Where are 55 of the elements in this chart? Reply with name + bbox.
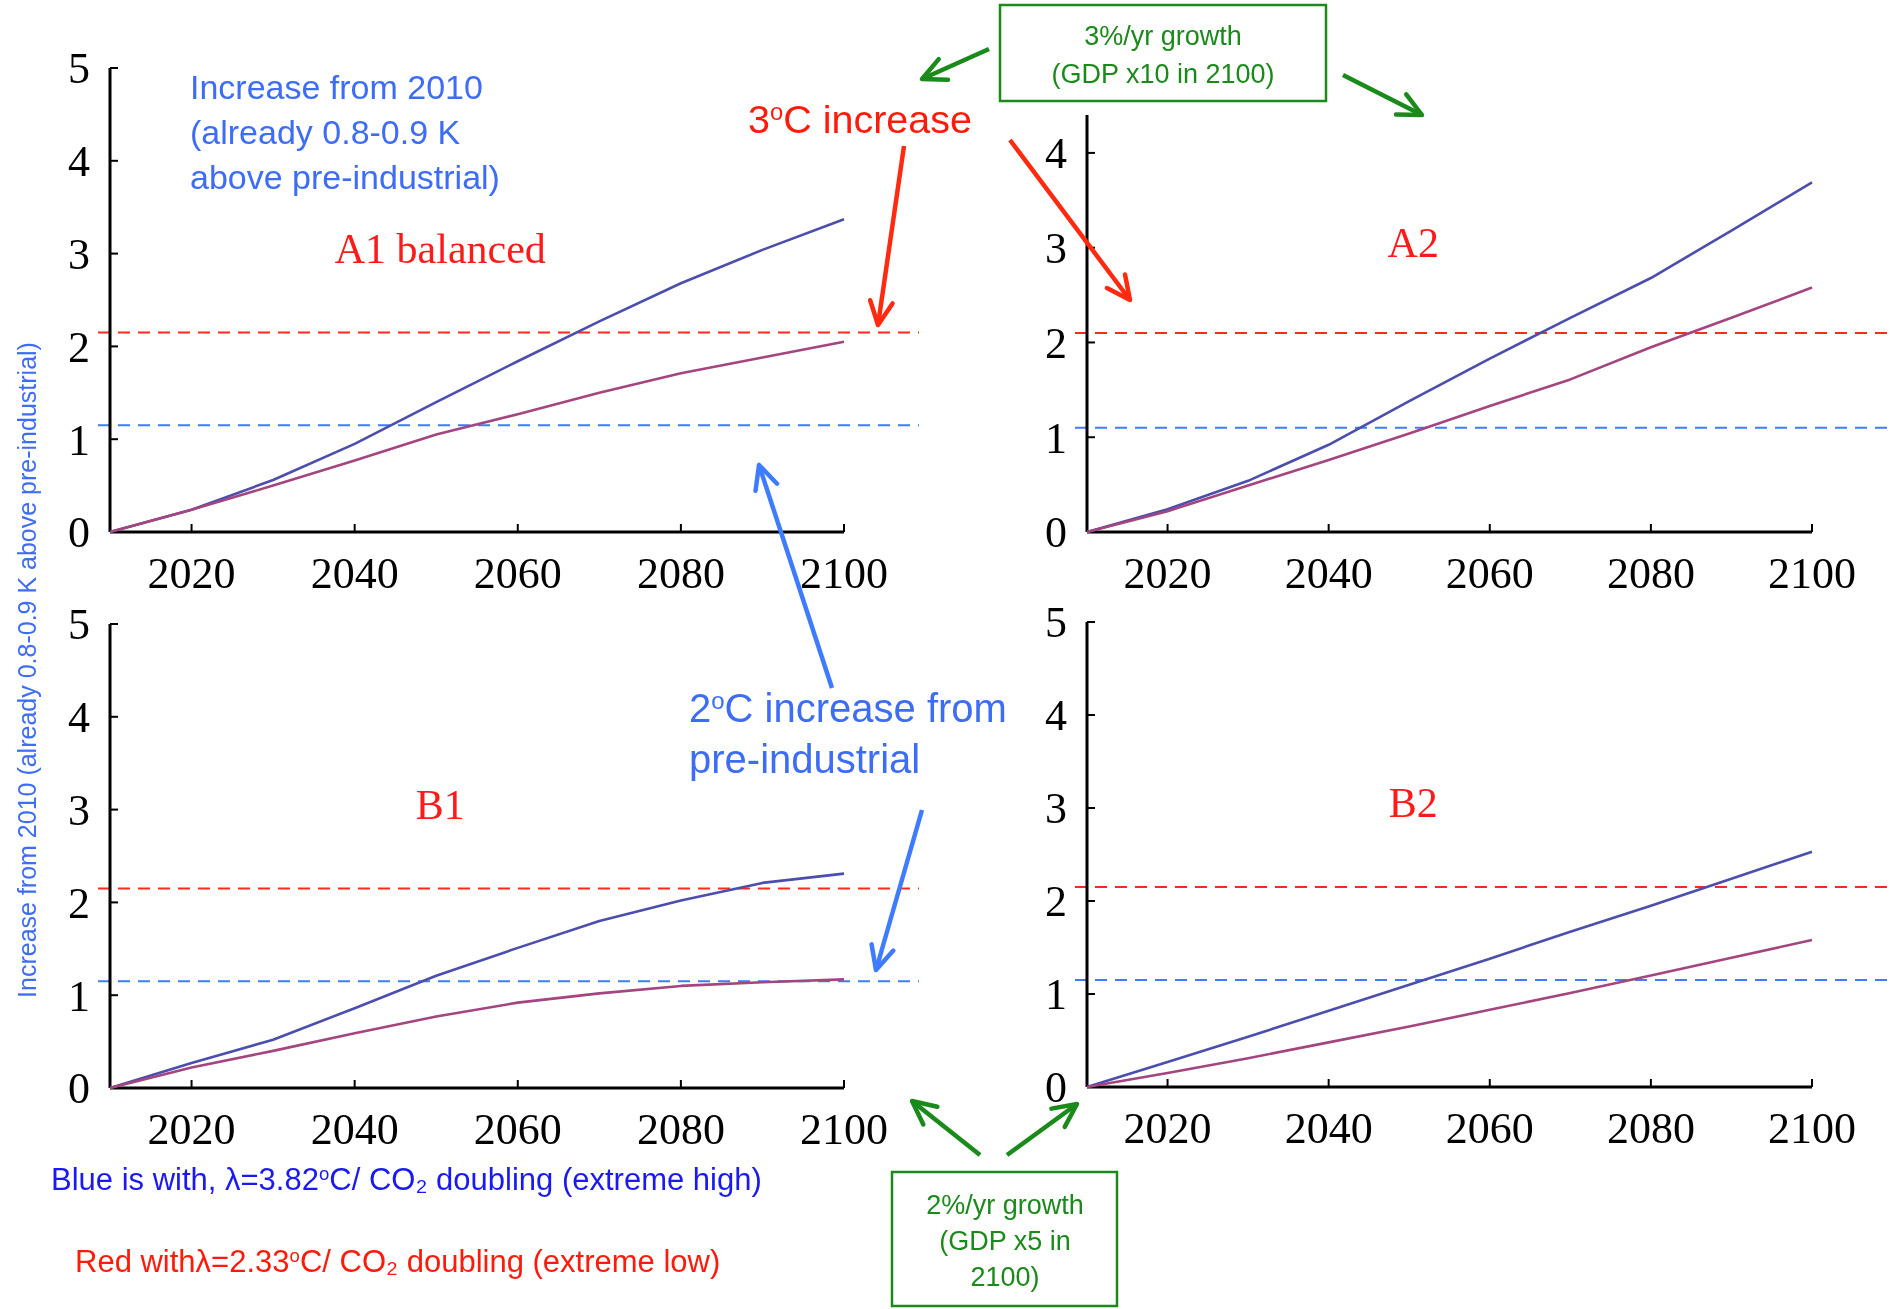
text: Red withλ=2.33$^{o}$C/ CO₂ doubling (extreme low) (75, 1244, 721, 1279)
x-tick-label: 2100 (1768, 549, 1856, 598)
y-tick-label: 3 (68, 230, 90, 279)
x-tick-label: 2020 (147, 549, 236, 598)
annotation: 3$^{o}$C increase (748, 97, 972, 141)
text: B1 (415, 781, 465, 828)
y-tick-label: 1 (1045, 970, 1067, 1020)
y-tick-label: 2 (68, 878, 90, 928)
annotation: 2$^{o}$C increase from pre-industrial (689, 686, 1007, 781)
x-tick-label: 2060 (1445, 1104, 1534, 1153)
x-tick-label: 2100 (800, 1105, 888, 1154)
x-tick-label: 2040 (1284, 549, 1373, 598)
y-tick-label: 3 (68, 786, 90, 835)
y-tick-label: 5 (1045, 598, 1067, 648)
y-tick-label: 0 (68, 1064, 90, 1114)
y-tick-label: 2 (68, 322, 90, 372)
text: 3%/yr growth (GDP x10 in 2100) (1051, 21, 1275, 89)
x-tick-label: 2040 (310, 1105, 399, 1154)
x-tick-label: 2020 (147, 1105, 236, 1154)
y-tick-label: 3 (1045, 224, 1067, 274)
x-tick-label: 2060 (473, 549, 562, 598)
x-tick-label: 2040 (1284, 1104, 1373, 1153)
annotation: Increase from 2010 (already 0.8-0.9 K above pre-industrial) (190, 68, 500, 196)
y-tick-label: 4 (68, 693, 90, 743)
text: A1 balanced (334, 225, 546, 272)
x-tick-label: 2060 (473, 1105, 562, 1154)
y-tick-label: 0 (1045, 508, 1067, 558)
x-tick-label: 2020 (1123, 549, 1212, 598)
x-tick-label: 2080 (1606, 1104, 1695, 1153)
text: A2 (1387, 220, 1439, 267)
y-tick-label: 1 (68, 971, 90, 1021)
y-tick-label: 0 (68, 508, 90, 558)
y-axis-title: Increase from 2010 (already 0.8-0.9 K above pre-industrial) (13, 342, 41, 998)
text: Blue is with, λ=3.82$^{o}$C/ CO₂ doubling (extreme high) (51, 1162, 762, 1197)
y-tick-label: 0 (1045, 1063, 1067, 1113)
text: B2 (1388, 780, 1438, 827)
x-tick-label: 2080 (1606, 549, 1695, 598)
y-tick-label: 3 (1045, 784, 1067, 834)
y-tick-label: 2 (1045, 318, 1067, 368)
y-tick-label: 4 (1045, 691, 1067, 741)
x-tick-label: 2100 (800, 549, 888, 598)
y-tick-label: 5 (68, 44, 90, 94)
x-tick-label: 2080 (636, 549, 725, 598)
x-tick-label: 2080 (636, 1105, 725, 1154)
y-tick-label: 5 (68, 600, 90, 650)
y-tick-label: 4 (68, 137, 90, 187)
x-tick-label: 2060 (1445, 549, 1534, 598)
x-tick-label: 2040 (310, 549, 399, 598)
text: 2%/yr growth (GDP x5 in 2100) (926, 1190, 1084, 1292)
y-tick-label: 2 (1045, 877, 1067, 927)
y-tick-label: 1 (1045, 413, 1067, 463)
x-tick-label: 2020 (1123, 1104, 1212, 1153)
y-tick-label: 4 (1045, 129, 1067, 179)
x-tick-label: 2100 (1768, 1104, 1856, 1153)
y-tick-label: 1 (68, 415, 90, 465)
